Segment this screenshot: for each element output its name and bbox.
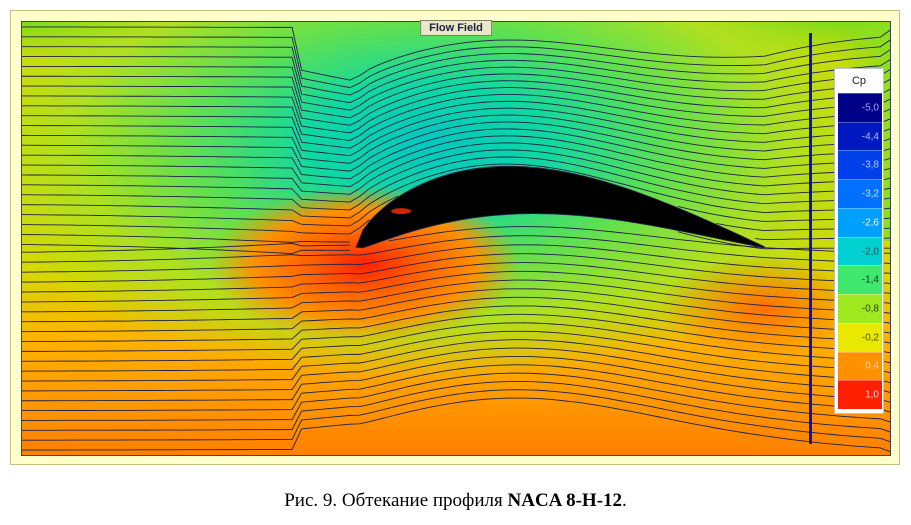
cp-legend-segment: -5,0 [838, 93, 882, 122]
cp-legend-segment: -3,2 [838, 179, 882, 208]
cp-legend-segment: -0,2 [838, 323, 882, 352]
cp-legend-segment: -2,6 [838, 208, 882, 237]
cp-legend: Cp -5,0 -4,4 -3,8 -3,2 -2,6 -2,0 -1,4 -0,8 -0,2 0… [834, 68, 884, 414]
cp-legend-label: -4,4 [862, 131, 879, 142]
caption-bold: NACA 8-H-12 [508, 490, 623, 511]
cp-legend-label: -1,4 [862, 275, 879, 286]
cp-legend-segment: -0,8 [838, 294, 882, 323]
cp-legend-label: -3,2 [862, 189, 879, 200]
cp-legend-label: -2,0 [862, 246, 879, 257]
cp-legend-segment: 1,0 [838, 380, 882, 409]
cp-legend-segment: 0,4 [838, 352, 882, 381]
caption-suffix: . [622, 490, 627, 511]
flow-field-plot: Flow Field Cp -5,0 -4,4 -3,8 -3,2 -2,6 -2,0 -1… [21, 21, 891, 456]
cp-legend-label: -3,8 [862, 160, 879, 171]
figure-caption: Рис. 9. Обтекание профиля NACA 8-H-12. [0, 490, 911, 512]
flow-field-svg [22, 22, 890, 455]
cp-legend-label: -0,8 [862, 304, 879, 315]
cp-legend-label: -0,2 [862, 332, 879, 343]
cp-legend-segment: -3,8 [838, 150, 882, 179]
cp-legend-bar: -5,0 -4,4 -3,8 -3,2 -2,6 -2,0 -1,4 -0,8 -0,2 0,4 1… [838, 93, 882, 409]
suction-peak-marker [391, 208, 411, 214]
cp-legend-segment: -4,4 [838, 122, 882, 151]
cp-legend-segment: -1,4 [838, 265, 882, 294]
caption-prefix: Рис. 9. Обтекание профиля [284, 490, 507, 511]
figure-frame: Flow Field Cp -5,0 -4,4 -3,8 -3,2 -2,6 -2,0 -1… [10, 10, 900, 465]
cp-legend-label: 0,4 [865, 361, 879, 372]
cp-legend-segment: -2,0 [838, 237, 882, 266]
cp-legend-title: Cp [835, 75, 883, 87]
cp-legend-label: -5,0 [862, 102, 879, 113]
section-marker-line [809, 33, 812, 444]
cp-legend-label: -2,6 [862, 217, 879, 228]
cp-legend-label: 1,0 [865, 390, 879, 401]
plot-title: Flow Field [420, 20, 492, 36]
